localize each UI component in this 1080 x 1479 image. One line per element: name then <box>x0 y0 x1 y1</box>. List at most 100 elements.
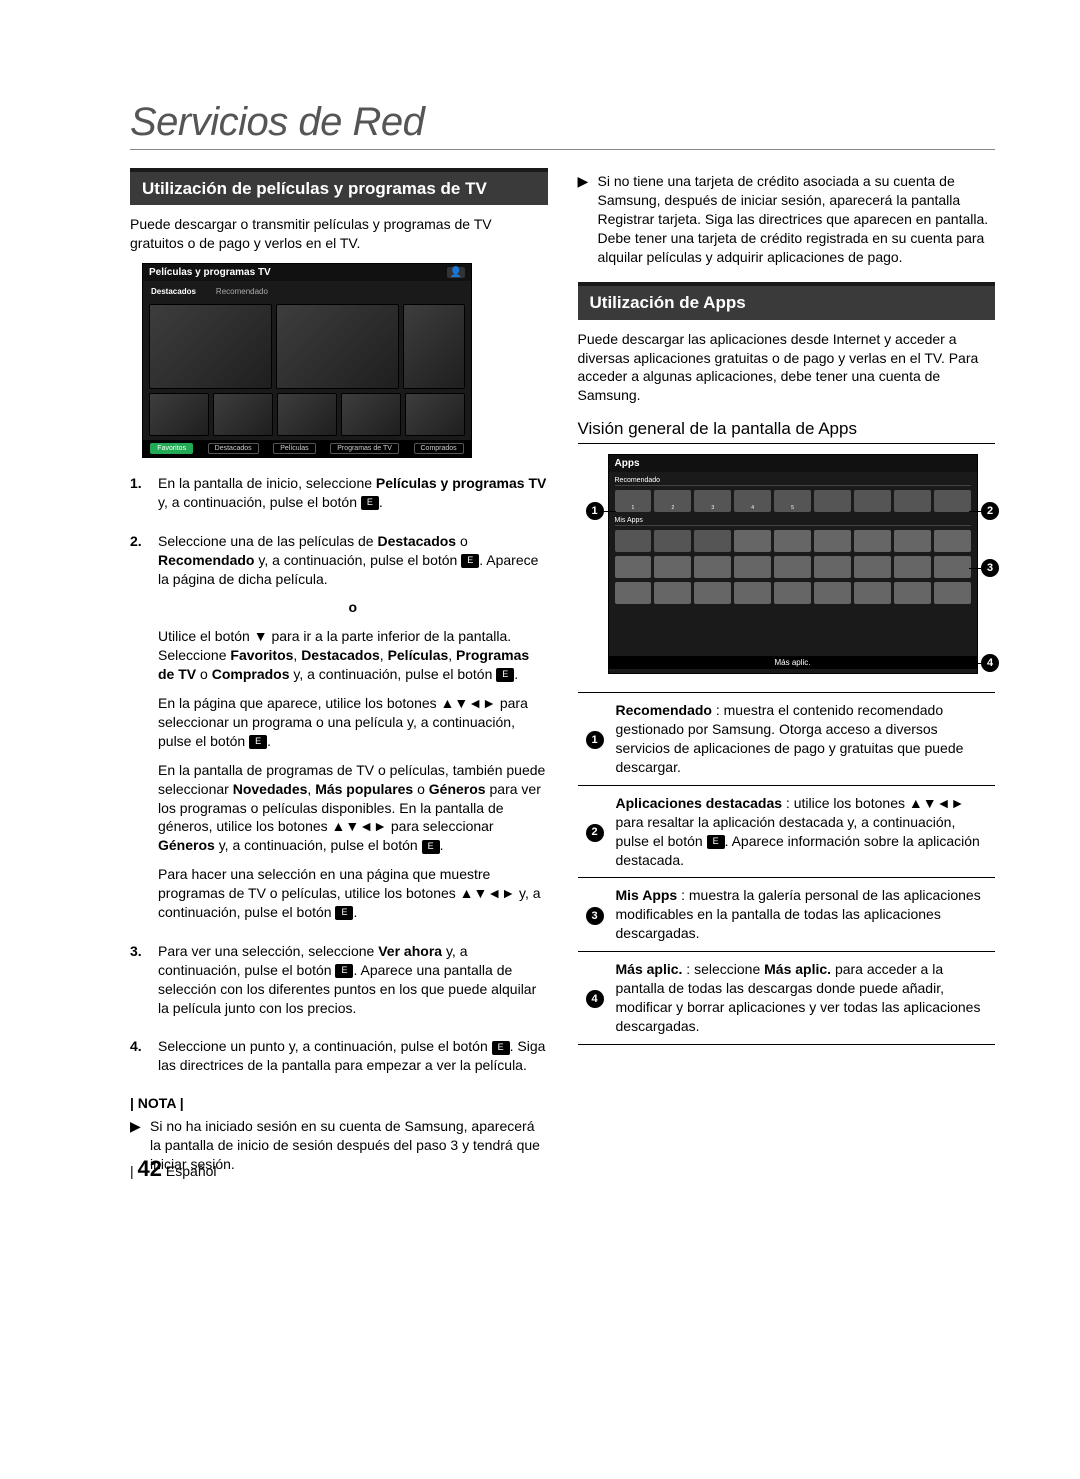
callout-description-table: 1 Recomendado : muestra el contenido rec… <box>578 692 996 1044</box>
app-tile <box>654 582 691 604</box>
thumb <box>341 393 401 436</box>
enter-icon: E <box>707 835 725 849</box>
myapps-label: Mis Apps <box>615 516 971 526</box>
app-tile <box>854 556 891 578</box>
t: Seleccione una de las películas de <box>158 533 377 549</box>
t: Más populares <box>315 781 413 797</box>
t: y, a continuación, pulse el botón <box>290 666 497 682</box>
t: Novedades <box>233 781 308 797</box>
table-num-cell: 2 <box>578 785 612 878</box>
callout-2: 2 <box>981 502 999 520</box>
step-text: Para ver una selección, seleccione Ver a… <box>158 942 548 1028</box>
app-tile <box>774 556 811 578</box>
bullet-icon: ▶ <box>578 172 598 266</box>
table-row: 4 Más aplic. : seleccione Más aplic. par… <box>578 952 996 1045</box>
subheading-rule <box>578 443 996 444</box>
enter-icon: E <box>422 840 440 854</box>
shot-categories: Destacados Recomendado <box>149 285 465 300</box>
t: Para ver una selección, seleccione <box>158 943 378 959</box>
shot-bottom-nav: Favoritos Destacados Películas Programas… <box>143 440 471 457</box>
t: Destacados <box>301 647 380 663</box>
step-text: Seleccione una de las películas de Desta… <box>158 532 548 932</box>
enter-icon: E <box>492 1041 510 1055</box>
t: Destacados <box>377 533 456 549</box>
app-tile <box>694 530 731 552</box>
table-text-cell: Mis Apps : muestra la galería personal d… <box>612 878 996 952</box>
app-tile <box>774 530 811 552</box>
apps-row <box>615 556 971 578</box>
apps-screenshot-wrap: Apps Recomendado 1 2 3 4 5 <box>590 454 996 674</box>
callout-4: 4 <box>981 654 999 672</box>
t: Géneros <box>429 781 486 797</box>
page-number: 42 <box>138 1156 162 1181</box>
app-tile <box>894 490 931 512</box>
app-tile <box>654 556 691 578</box>
app-tile <box>814 490 851 512</box>
app-tile <box>814 530 851 552</box>
t: o <box>456 533 468 549</box>
nav-tab: Comprados <box>414 443 464 454</box>
callout-3: 3 <box>981 559 999 577</box>
note-text: Si no tiene una tarjeta de crédito asoci… <box>598 172 996 266</box>
app-tile <box>854 582 891 604</box>
app-tile: 3 <box>694 490 731 512</box>
thumb <box>213 393 273 436</box>
t: Aplicaciones destacadas <box>616 795 783 811</box>
app-tile <box>814 556 851 578</box>
apps-screenshot: Apps Recomendado 1 2 3 4 5 <box>608 454 978 674</box>
manual-page: Servicios de Red Utilización de película… <box>0 0 1080 1222</box>
page-title: Servicios de Red <box>130 100 995 145</box>
app-tile: 5 <box>774 490 811 512</box>
app-tile <box>814 582 851 604</box>
t: Géneros <box>158 837 215 853</box>
app-tile <box>774 582 811 604</box>
t: Películas <box>388 647 449 663</box>
app-tile <box>734 530 771 552</box>
t: Recomendado <box>616 702 712 718</box>
table-row: 3 Mis Apps : muestra la galería personal… <box>578 878 996 952</box>
app-tile <box>854 490 891 512</box>
thumb-row-1 <box>149 304 465 389</box>
t: En la pantalla de inicio, seleccione <box>158 475 376 491</box>
table-num-cell: 1 <box>578 693 612 786</box>
title-rule <box>130 149 995 150</box>
apps-shot-title: Apps <box>615 458 640 469</box>
thumb <box>149 393 209 436</box>
thumb <box>149 304 272 389</box>
t: Comprados <box>212 666 290 682</box>
apps-intro: Puede descargar las aplicaciones desde I… <box>578 330 996 406</box>
step-num: 3. <box>130 942 158 1028</box>
apps-subheading: Visión general de la pantalla de Apps <box>578 419 996 439</box>
table-num-cell: 4 <box>578 952 612 1045</box>
apps-row <box>615 530 971 552</box>
enter-icon: E <box>496 668 514 682</box>
step-num: 2. <box>130 532 158 932</box>
enter-icon: E <box>335 906 353 920</box>
section-header-movies: Utilización de películas y programas de … <box>130 168 548 205</box>
callout-line <box>604 511 616 512</box>
app-tile <box>615 530 652 552</box>
left-column: Utilización de películas y programas de … <box>130 168 548 1182</box>
shot-title: Películas y programas TV <box>149 267 271 278</box>
cat-recomendado: Recomendado <box>216 287 268 296</box>
apps-body: Recomendado 1 2 3 4 5 Mis Apps <box>609 472 977 656</box>
shot-title-bar: Películas y programas TV 👤 <box>143 264 471 281</box>
separator-o: o <box>158 598 548 617</box>
app-tile <box>615 556 652 578</box>
callout-line <box>969 568 981 569</box>
app-tile: 1 <box>615 490 652 512</box>
app-tile <box>654 530 691 552</box>
t: Más aplic. <box>764 961 831 977</box>
callout-1: 1 <box>586 502 604 520</box>
app-tile <box>934 490 971 512</box>
nav-tab: Destacados <box>208 443 259 454</box>
step-num: 1. <box>130 474 158 522</box>
table-row: 2 Aplicaciones destacadas : utilice los … <box>578 785 996 878</box>
login-icon: 👤 <box>447 267 465 278</box>
table-num-cell: 3 <box>578 878 612 952</box>
table-text-cell: Recomendado : muestra el contenido recom… <box>612 693 996 786</box>
thumb <box>277 393 337 436</box>
app-tile <box>934 556 971 578</box>
note-item: ▶ Si no tiene una tarjeta de crédito aso… <box>578 172 996 266</box>
instruction-steps: 1. En la pantalla de inicio, seleccione … <box>130 474 548 1085</box>
